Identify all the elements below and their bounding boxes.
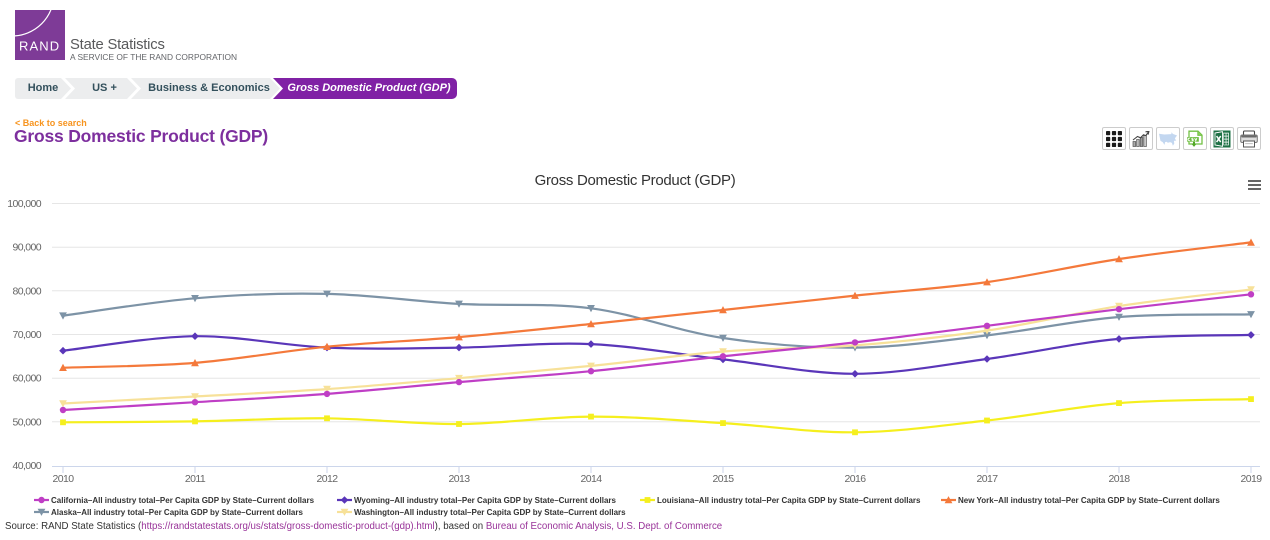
svg-text:Gross Domestic Product (GDP): Gross Domestic Product (GDP) <box>535 172 736 189</box>
svg-text:2015: 2015 <box>713 473 735 485</box>
svg-text:100,000: 100,000 <box>7 198 42 210</box>
svg-text:Wyoming–All industry total–Per: Wyoming–All industry total–Per Capita GD… <box>354 496 617 505</box>
svg-text:New York–All industry total–Pe: New York–All industry total–Per Capita G… <box>958 496 1220 505</box>
svg-text:2014: 2014 <box>581 473 603 485</box>
svg-text:Alaska–All industry total–Per: Alaska–All industry total–Per Capita GDP… <box>51 508 303 517</box>
svg-text:2016: 2016 <box>845 473 867 485</box>
svg-text:2013: 2013 <box>449 473 471 485</box>
svg-text:90,000: 90,000 <box>12 242 41 254</box>
svg-text:RAND: RAND <box>19 39 60 54</box>
svg-text:40,000: 40,000 <box>12 460 41 472</box>
svg-text:70,000: 70,000 <box>12 329 41 341</box>
svg-text:Louisiana–All industry total–P: Louisiana–All industry total–Per Capita … <box>657 496 921 505</box>
svg-text:2010: 2010 <box>53 473 75 485</box>
svg-text:2011: 2011 <box>185 473 206 485</box>
svg-text:2019: 2019 <box>1241 473 1263 485</box>
svg-text:2012: 2012 <box>317 473 339 485</box>
svg-text:2017: 2017 <box>977 473 999 485</box>
svg-text:80,000: 80,000 <box>12 285 41 297</box>
svg-text:Washington–All industry total–: Washington–All industry total–Per Capita… <box>354 508 626 517</box>
svg-text:50,000: 50,000 <box>12 416 41 428</box>
svg-text:Source: RAND State Statistics: Source: RAND State Statistics (https://r… <box>5 521 722 532</box>
svg-text:California–All industry total–: California–All industry total–Per Capita… <box>51 496 315 505</box>
svg-text:60,000: 60,000 <box>12 373 41 385</box>
svg-text:2018: 2018 <box>1109 473 1131 485</box>
